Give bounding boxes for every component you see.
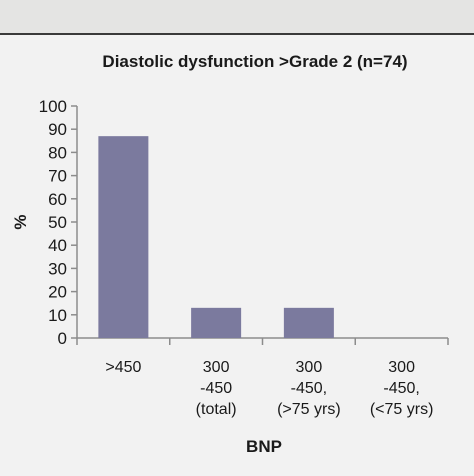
y-tick-label: 100 [39, 97, 67, 116]
x-tick-label-line: (>75 yrs) [277, 401, 341, 418]
x-tick-label: >450 [105, 359, 141, 376]
x-tick-label-line: -450 [200, 380, 232, 397]
y-axis-title-group: % [11, 214, 30, 229]
y-tick-label: 90 [48, 120, 67, 139]
x-tick-label-line: 300 [203, 359, 230, 376]
x-tick-label-line: (<75 yrs) [370, 401, 434, 418]
chart-panel [0, 35, 474, 476]
chart-title: Diastolic dysfunction >Grade 2 (n=74) [102, 52, 407, 71]
y-tick-label: 40 [48, 236, 67, 255]
x-tick-label: 300 -450 (total) [196, 359, 237, 418]
bar [191, 307, 242, 338]
y-tick-label: 60 [48, 190, 67, 209]
x-tick-label-line: -450, [291, 380, 327, 397]
x-axis-title: BNP [246, 437, 282, 456]
y-tick-label: 0 [58, 329, 67, 348]
y-axis-title: % [11, 214, 30, 229]
y-tick-label: 30 [48, 259, 67, 278]
bar [283, 307, 334, 338]
y-tick-label: 20 [48, 283, 67, 302]
header-rule [0, 33, 474, 35]
y-tick-label: 10 [48, 306, 67, 325]
plot-area: 0 10 20 30 40 50 60 70 80 90 100 >450 300 -450 (total)… [39, 97, 449, 418]
x-tick-label-line: (total) [196, 401, 237, 418]
y-tick-label: 50 [48, 213, 67, 232]
x-tick-label-line: 300 [388, 359, 415, 376]
x-tick-label: 300 -450, (>75 yrs) [277, 359, 341, 418]
y-tick-label: 80 [48, 143, 67, 162]
y-tick-label: 70 [48, 167, 67, 186]
bar [98, 136, 149, 338]
header-band [0, 0, 474, 33]
x-tick-label-line: >450 [105, 359, 141, 376]
x-tick-label-line: -450, [383, 380, 419, 397]
x-tick-label-line: 300 [296, 359, 323, 376]
x-tick-label: 300 -450, (<75 yrs) [370, 359, 434, 418]
